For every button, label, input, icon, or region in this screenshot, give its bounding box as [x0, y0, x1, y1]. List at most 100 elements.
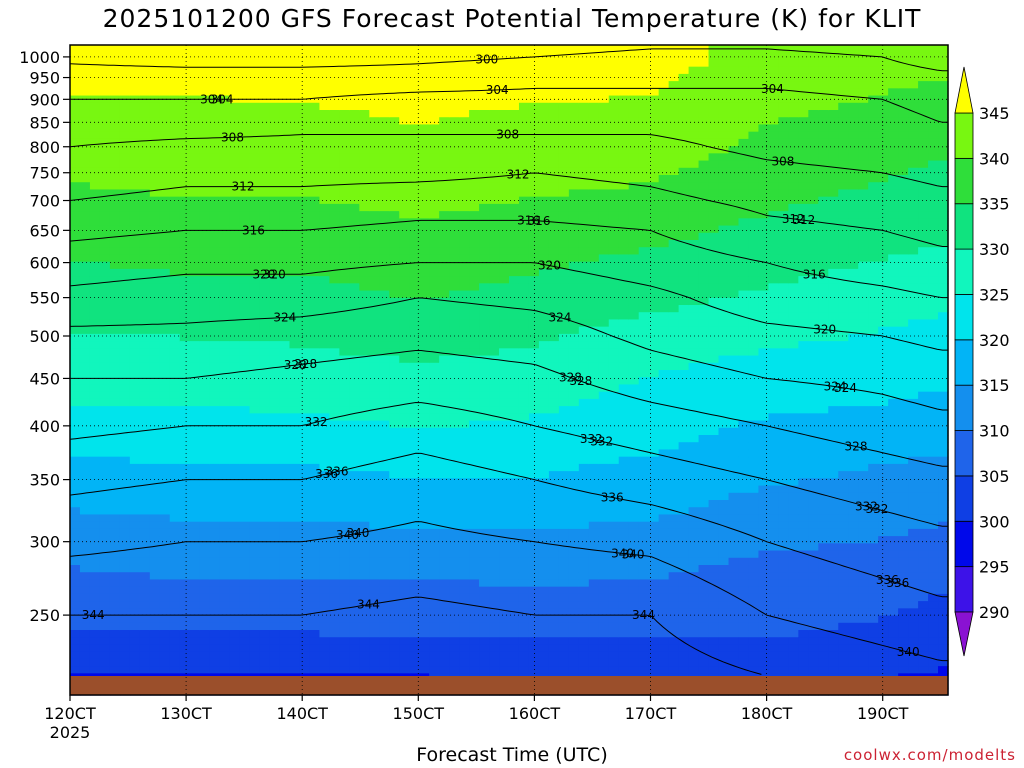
heatmap-cell — [379, 601, 390, 609]
heatmap-cell — [469, 276, 480, 284]
heatmap-cell — [419, 630, 430, 638]
heatmap-cell — [359, 88, 370, 97]
heatmap-cell — [578, 95, 590, 104]
heatmap-cell — [329, 117, 340, 126]
heatmap-cell — [379, 463, 390, 472]
heatmap-cell — [259, 312, 271, 321]
heatmap-cell — [309, 218, 321, 227]
heatmap-cell — [70, 507, 81, 516]
heatmap-cell — [509, 232, 520, 241]
heatmap-cell — [509, 182, 520, 191]
heatmap-cell — [409, 572, 420, 581]
heatmap-cell — [479, 637, 490, 646]
heatmap-cell — [209, 102, 221, 111]
heatmap-cell — [459, 384, 470, 393]
heatmap-cell — [129, 196, 141, 205]
heatmap-cell — [199, 341, 211, 349]
heatmap-cell — [598, 485, 610, 494]
heatmap-cell — [79, 630, 91, 638]
heatmap-cell — [169, 492, 181, 501]
heatmap-cell — [509, 341, 520, 349]
heatmap-cell — [518, 666, 530, 674]
heatmap-cell — [548, 492, 560, 501]
heatmap-cell — [199, 110, 211, 118]
heatmap-cell — [349, 110, 360, 118]
heatmap-cell — [329, 348, 340, 357]
heatmap-cell — [339, 319, 350, 328]
heatmap-cell — [179, 370, 191, 378]
heatmap-cell — [528, 608, 540, 617]
heatmap-cell — [369, 203, 380, 212]
heatmap-cell — [269, 377, 281, 386]
heatmap-cell — [548, 637, 560, 646]
heatmap-cell — [419, 175, 430, 183]
heatmap-cell — [349, 593, 360, 602]
heatmap-cell — [179, 565, 191, 573]
heatmap-cell — [109, 276, 121, 284]
heatmap-cell — [79, 406, 91, 414]
heatmap-cell — [528, 550, 540, 559]
heatmap-cell — [179, 658, 191, 667]
heatmap-cell — [379, 644, 390, 653]
heatmap-cell — [379, 427, 390, 436]
heatmap-cell — [329, 355, 340, 364]
heatmap-cell — [339, 312, 350, 321]
heatmap-cell — [109, 420, 121, 429]
heatmap-cell — [339, 268, 350, 277]
heatmap-cell — [119, 326, 131, 335]
heatmap-cell — [249, 88, 261, 97]
heatmap-cell — [249, 268, 261, 277]
heatmap-cell — [568, 528, 580, 537]
heatmap-cell — [239, 167, 251, 176]
heatmap-cell — [159, 138, 171, 147]
heatmap-cell — [568, 456, 580, 465]
heatmap-cell — [269, 297, 281, 306]
heatmap-cell — [359, 232, 370, 241]
heatmap-cell — [419, 225, 430, 234]
heatmap-cell — [299, 492, 311, 501]
heatmap-cell — [618, 138, 630, 147]
heatmap-cell — [109, 66, 121, 75]
heatmap-cell — [109, 88, 121, 97]
heatmap-cell — [169, 586, 181, 595]
heatmap-cell — [309, 651, 321, 660]
heatmap-cell — [199, 449, 211, 458]
heatmap-cell — [179, 189, 191, 198]
heatmap-cell — [319, 630, 331, 638]
heatmap-cell — [279, 268, 291, 277]
heatmap-cell — [159, 644, 171, 653]
heatmap-cell — [189, 362, 201, 371]
heatmap-cell — [129, 66, 141, 75]
heatmap-cell — [139, 348, 151, 357]
heatmap-cell — [369, 471, 380, 479]
heatmap-cell — [70, 391, 81, 400]
heatmap-cell — [379, 102, 390, 111]
heatmap-cell — [299, 362, 311, 371]
heatmap-cell — [279, 261, 291, 270]
heatmap-cell — [369, 521, 380, 530]
heatmap-cell — [139, 218, 151, 227]
heatmap-cell — [369, 615, 380, 624]
heatmap-cell — [479, 232, 490, 241]
heatmap-cell — [279, 333, 291, 342]
heatmap-cell — [558, 384, 570, 393]
heatmap-cell — [70, 297, 81, 306]
heatmap-cell — [538, 333, 550, 342]
heatmap-cell — [598, 601, 610, 609]
heatmap-cell — [479, 658, 490, 667]
heatmap-cell — [129, 557, 141, 566]
heatmap-cell — [409, 536, 420, 544]
heatmap-cell — [279, 608, 291, 617]
heatmap-cell — [409, 218, 420, 227]
heatmap-cell — [319, 658, 331, 667]
heatmap-cell — [419, 521, 430, 530]
heatmap-cell — [299, 651, 311, 660]
heatmap-cell — [568, 312, 580, 321]
heatmap-cell — [518, 384, 530, 393]
heatmap-cell — [299, 355, 311, 364]
heatmap-cell — [169, 102, 181, 111]
heatmap-cell — [379, 362, 390, 371]
heatmap-cell — [489, 247, 500, 256]
heatmap-cell — [79, 146, 91, 154]
heatmap-cell — [528, 615, 540, 624]
